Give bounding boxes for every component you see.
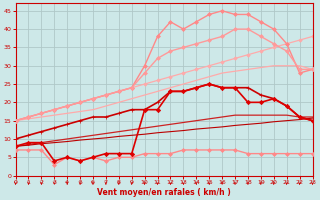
X-axis label: Vent moyen/en rafales ( km/h ): Vent moyen/en rafales ( km/h ) [97, 188, 231, 197]
